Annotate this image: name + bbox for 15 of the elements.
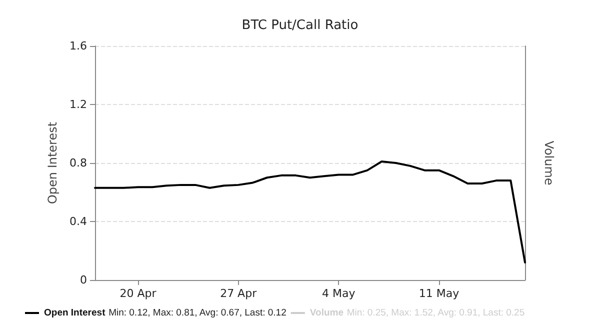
x-tick-label: 4 May xyxy=(322,287,356,300)
y-axis-title: Open Interest xyxy=(46,122,60,204)
y-tick-label: 1.2 xyxy=(70,98,87,111)
x-tick-label: 27 Apr xyxy=(220,287,258,300)
x-tick-label: 20 Apr xyxy=(120,287,157,300)
text: Min: 0.12, Max: 0.81, Avg: 0.67, Last: 0.12 xyxy=(108,308,286,318)
y-tick-label: 0.4 xyxy=(70,215,87,228)
y-tick-label: 0.8 xyxy=(70,156,87,170)
y-tick-label: 1.6 xyxy=(70,40,87,52)
y-tick-label: 0 xyxy=(80,274,87,286)
chart-title: BTC Put/Call Ratio xyxy=(242,18,358,33)
x-tick-label: 11 May xyxy=(418,287,460,300)
legend-label: Open Interest xyxy=(44,308,106,318)
line-series xyxy=(94,160,526,264)
y2-axis-title: Volume xyxy=(542,140,556,186)
